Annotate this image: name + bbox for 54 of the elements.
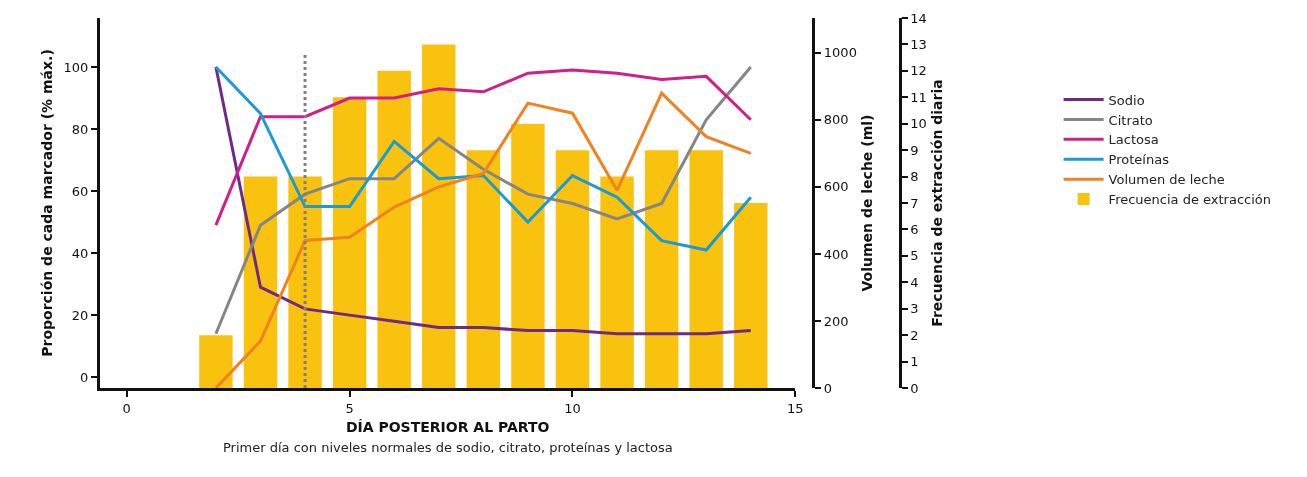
y3-tick-label: 0 bbox=[910, 380, 919, 396]
y3-tick-label: 6 bbox=[910, 221, 919, 237]
y3-tick-label: 12 bbox=[910, 63, 927, 79]
bar bbox=[199, 335, 233, 388]
legend-label: Sodio bbox=[1108, 92, 1145, 108]
y2-tick-label: 0 bbox=[823, 380, 833, 396]
bar bbox=[377, 70, 411, 388]
y2-tick-label: 1000 bbox=[823, 45, 857, 61]
x-axis-title: DÍA POSTERIOR AL PARTO bbox=[345, 418, 550, 435]
y3-tick-label: 10 bbox=[910, 116, 927, 132]
bar bbox=[555, 150, 590, 388]
y2-tick-label: 400 bbox=[823, 246, 849, 262]
y3-axis-title: Frecuencia de extracción diaria bbox=[929, 79, 946, 327]
y3-tick-label: 5 bbox=[910, 248, 919, 264]
bar bbox=[332, 97, 367, 388]
y3-tick-label: 14 bbox=[910, 10, 927, 26]
y-tick-label: 0 bbox=[80, 369, 89, 385]
line-series bbox=[214, 91, 753, 388]
y3-tick-label: 2 bbox=[910, 327, 919, 343]
bar bbox=[644, 150, 679, 388]
y3-tick-label: 11 bbox=[910, 89, 927, 105]
y3-tick-label: 9 bbox=[910, 142, 919, 158]
y3-tick-label: 13 bbox=[910, 36, 927, 52]
text: Primer día con niveles normales de sodio, citrato, proteínas y lactosa bbox=[223, 440, 673, 455]
y3-tick-label: 3 bbox=[910, 301, 919, 317]
y3-tick-label: 1 bbox=[910, 354, 919, 370]
y-tick-label: 100 bbox=[63, 59, 89, 75]
bar bbox=[466, 150, 501, 388]
y3-tick-label: 4 bbox=[910, 274, 919, 290]
y3-tick-label: 7 bbox=[910, 195, 919, 211]
y-tick-label: 40 bbox=[71, 245, 89, 261]
y-tick-label: 60 bbox=[71, 183, 89, 199]
y2-tick-label: 200 bbox=[823, 313, 849, 329]
bar bbox=[422, 44, 456, 388]
legend-label: Citrato bbox=[1108, 112, 1153, 128]
bar bbox=[734, 203, 768, 388]
x-tick-label: 0 bbox=[122, 400, 131, 416]
y2-axis-title: Volumen de leche (ml) bbox=[859, 114, 876, 292]
bar bbox=[511, 123, 545, 388]
y3-tick-label: 8 bbox=[910, 169, 919, 185]
y-axis-title: Proporción de cada marcador (% máx.) bbox=[39, 49, 56, 357]
bar bbox=[689, 150, 723, 388]
y2-tick-label: 800 bbox=[823, 112, 849, 128]
legend-label: Frecuencia de extracción bbox=[1108, 192, 1272, 208]
legend-label: Volumen de leche bbox=[1108, 172, 1225, 188]
legend-label: Lactosa bbox=[1108, 132, 1159, 148]
x-tick-label: 5 bbox=[345, 400, 354, 416]
legend-label: Proteínas bbox=[1108, 152, 1170, 168]
bar bbox=[600, 176, 634, 388]
x-tick-label: 10 bbox=[564, 400, 581, 416]
y2-tick-label: 600 bbox=[823, 179, 849, 195]
x-tick-label: 15 bbox=[787, 400, 804, 416]
y-tick-label: 80 bbox=[71, 121, 89, 137]
y-tick-label: 20 bbox=[71, 307, 89, 323]
